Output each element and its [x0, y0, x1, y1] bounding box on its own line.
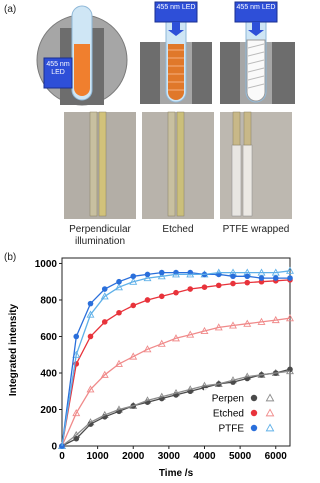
- trend-line: [61, 317, 291, 447]
- y-tick-label: 200: [40, 405, 57, 416]
- led-label: 455 nm LED: [236, 4, 276, 11]
- open-marker: [86, 310, 95, 318]
- liquid: [74, 44, 90, 96]
- trend-line: [61, 270, 291, 447]
- x-tick-label: 0: [59, 451, 65, 462]
- legend-label: Etched: [213, 409, 244, 420]
- liquid: [168, 44, 184, 100]
- legend-label: Perpen: [212, 394, 244, 405]
- photo-tube: [243, 111, 252, 146]
- figure: (a) 455 nm LED 455 nm LED 455 nm LED Per…: [4, 1, 295, 479]
- y-tick-label: 1000: [35, 259, 58, 270]
- chart: Integrated intensity Time /s 0 200 400 600 8…: [8, 257, 294, 479]
- etching: [168, 49, 184, 91]
- legend-marker: [250, 394, 258, 402]
- legend-marker: [265, 423, 275, 432]
- trend-line: [61, 368, 291, 447]
- open-marker: [72, 409, 81, 417]
- photo-tube: [231, 144, 242, 217]
- x-tick-label: 6000: [265, 451, 288, 462]
- legend-marker: [265, 393, 275, 402]
- caption: Etched: [162, 224, 194, 235]
- caption: Perpendicular illumination: [69, 224, 131, 247]
- x-tick-label: 1000: [87, 451, 110, 462]
- photo-tube: [89, 111, 98, 217]
- photo: [220, 112, 292, 219]
- x-tick-label: 5000: [229, 451, 252, 462]
- led-box: [43, 57, 73, 89]
- trend-line: [61, 271, 290, 447]
- y-tick-label: 600: [40, 332, 57, 343]
- caption: PTFE wrapped: [222, 224, 290, 235]
- y-axis-title: Integrated intensity: [8, 303, 19, 396]
- x-tick-label: 3000: [158, 451, 181, 462]
- photo-tube: [242, 144, 253, 217]
- led-label: 455 nm LED: [156, 4, 196, 11]
- photo-tube: [176, 111, 185, 217]
- legend-marker: [250, 424, 258, 432]
- legend-marker: [265, 408, 275, 417]
- open-marker: [100, 370, 109, 378]
- photo-tube: [232, 111, 241, 146]
- panel-label: (b): [4, 252, 17, 263]
- wrap-lines: [247, 43, 265, 89]
- panel-label: (a): [4, 4, 17, 15]
- arrow: [168, 22, 184, 36]
- x-axis-title: Time /s: [159, 468, 194, 479]
- legend-label: PTFE: [218, 424, 244, 435]
- trend-line: [61, 279, 291, 447]
- x-tick-label: 4000: [193, 451, 216, 462]
- arrow: [248, 22, 264, 36]
- y-tick-label: 400: [40, 368, 57, 379]
- plot-frame: [61, 257, 291, 447]
- x-tick-label: 2000: [122, 451, 145, 462]
- led-label: 455 nm LED: [46, 61, 70, 76]
- open-marker: [86, 385, 95, 393]
- photo-tube: [167, 111, 176, 217]
- trend-line: [61, 370, 291, 447]
- illustrations: [36, 1, 295, 219]
- y-tick-label: 0: [51, 442, 57, 453]
- y-tick-label: 800: [40, 295, 57, 306]
- photo-tube: [98, 111, 107, 217]
- legend-marker: [250, 409, 258, 417]
